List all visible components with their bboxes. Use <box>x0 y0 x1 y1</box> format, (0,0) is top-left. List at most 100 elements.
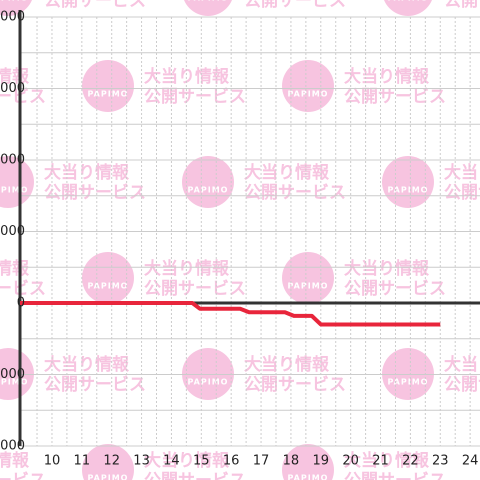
x-tick-label: 23 <box>432 454 449 469</box>
watermark-logo-text: PAPIMO <box>88 282 129 291</box>
watermark-text: 大当り情報 <box>0 450 30 471</box>
watermark-logo-text: PAPIMO <box>0 0 28 3</box>
x-tick-label: 14 <box>163 454 180 469</box>
watermark-text: 公開サービス <box>144 87 246 107</box>
watermark-logo <box>0 156 34 208</box>
watermark-logo-text: PAPIMO <box>188 378 229 387</box>
watermark-text: 公開サービス <box>144 279 246 299</box>
watermark-logo-text: PAPIMO <box>0 186 28 195</box>
watermark-logo <box>182 156 234 208</box>
data-line <box>20 301 441 327</box>
x-tick-label: 18 <box>283 454 300 469</box>
watermark-text: 大当り情報 <box>444 162 480 183</box>
watermark-logo <box>184 0 232 16</box>
watermark-logo-text: PAPIMO <box>88 90 129 99</box>
x-tick-label: 10 <box>44 454 61 469</box>
watermark-logo <box>0 0 32 16</box>
watermark-logo-text: PAPIMO <box>288 282 329 291</box>
watermark-text: 大当り情報 <box>0 258 30 279</box>
watermark-logo <box>82 60 134 112</box>
watermark-logo-text: PAPIMO <box>188 186 229 195</box>
x-tick-label: 17 <box>253 454 270 469</box>
watermark-text: 公開サービス <box>244 0 346 11</box>
watermark-logo-text: PAPIMO <box>288 90 329 99</box>
x-tick-label: 22 <box>402 454 419 469</box>
watermark-text: 公開サービス <box>244 183 346 203</box>
y-tick-label: -10,000 <box>0 367 25 382</box>
watermark-text: 大当り情報 <box>244 162 330 183</box>
watermark-text: 公開サービス <box>0 279 46 299</box>
watermark-text: 大当り情報 <box>444 354 480 375</box>
watermark-text: 公開サービス <box>0 471 46 480</box>
y-tick-label: 10,000 <box>0 224 25 239</box>
watermark-logo <box>82 252 134 304</box>
watermark-logo <box>282 252 334 304</box>
watermark-text: 公開サービス <box>344 471 446 480</box>
watermark-text: 大当り情報 <box>344 258 430 279</box>
x-tick-label: 11 <box>74 454 91 469</box>
watermark-logo <box>384 0 432 16</box>
watermark-text: 公開サービス <box>44 375 146 395</box>
watermark-logo <box>282 444 334 480</box>
y-tick-label: -20,000 <box>0 439 25 454</box>
watermark-text: 公開サービス <box>0 87 46 107</box>
y-tick-label: 0 <box>17 296 25 311</box>
watermark-text: 大当り情報 <box>344 66 430 87</box>
y-tick-label: 40,000 <box>0 10 25 25</box>
watermark-logo <box>82 444 134 480</box>
watermark-logo-text: PAPIMO <box>0 378 28 387</box>
watermark-text: 大当り情報 <box>144 450 230 471</box>
watermark-logo <box>0 348 34 400</box>
x-tick-label: 20 <box>342 454 359 469</box>
watermark-text: 公開サービス <box>444 375 480 395</box>
x-tick-label: 21 <box>372 454 389 469</box>
watermark-text: 大当り情報 <box>344 450 430 471</box>
watermark-logo-text: PAPIMO <box>88 474 129 480</box>
watermark-text: 公開サービス <box>444 0 480 11</box>
watermark-logo <box>382 156 434 208</box>
x-tick-label: 12 <box>103 454 120 469</box>
watermark-logo-text: PAPIMO <box>288 474 329 480</box>
x-tick-label: 16 <box>223 454 240 469</box>
watermark-text: 大当り情報 <box>144 66 230 87</box>
watermark-text: 公開サービス <box>44 0 146 11</box>
watermark-text: 大当り情報 <box>0 66 30 87</box>
watermark-logo-text: PAPIMO <box>388 378 429 387</box>
y-tick-label: 30,000 <box>0 81 25 96</box>
watermark-logo-text: PAPIMO <box>388 186 429 195</box>
watermark-text: 公開サービス <box>444 183 480 203</box>
x-tick-label: 24 <box>462 454 479 469</box>
watermark-logo-text: PAPIMO <box>188 0 229 3</box>
watermark-text: 公開サービス <box>44 183 146 203</box>
watermark-text: 公開サービス <box>144 471 246 480</box>
watermark-logo <box>282 60 334 112</box>
watermark-text: 大当り情報 <box>244 354 330 375</box>
x-tick-label: 13 <box>133 454 150 469</box>
x-tick-label: 19 <box>313 454 330 469</box>
watermark-text: 大当り情報 <box>44 354 130 375</box>
y-tick-label: 20,000 <box>0 153 25 168</box>
watermark-text: 公開サービス <box>244 375 346 395</box>
watermark-text: 大当り情報 <box>44 162 130 183</box>
x-tick-label: 15 <box>193 454 210 469</box>
watermark-text: 大当り情報 <box>144 258 230 279</box>
watermark-logo-text: PAPIMO <box>388 0 429 3</box>
